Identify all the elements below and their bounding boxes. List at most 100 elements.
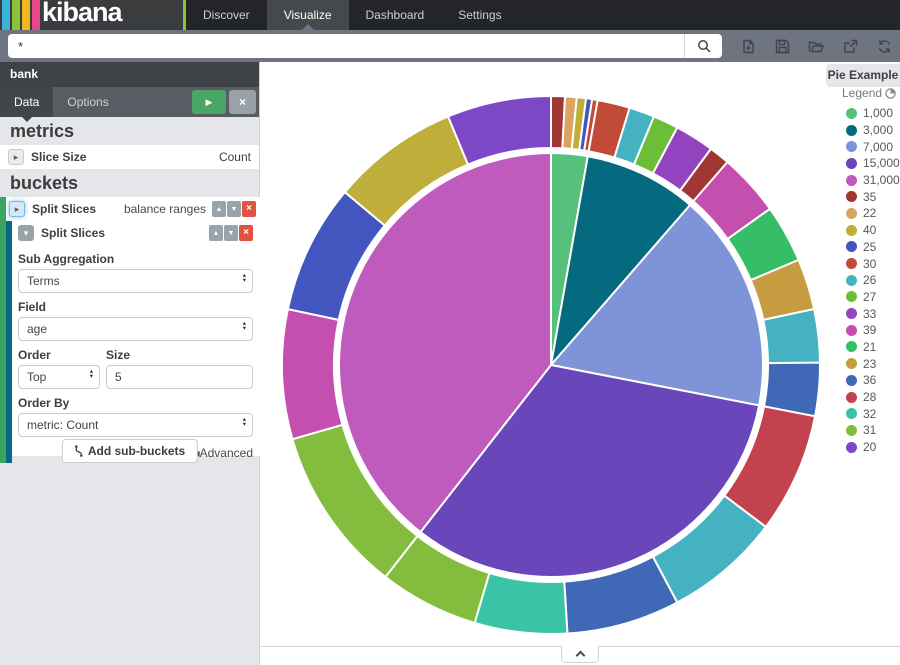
legend-item-25[interactable]: 25 bbox=[842, 239, 900, 256]
bucket-label: Split Slices bbox=[32, 202, 97, 216]
field-select[interactable]: age ▴ ▾ bbox=[18, 317, 253, 341]
collapse-bucket-button[interactable]: ▸ bbox=[9, 201, 25, 217]
bucket-row-split-slices: ▸ Split Slices balance ranges ▲ ▼ × bbox=[0, 197, 260, 221]
move-sub-bucket-up-button[interactable]: ▲ bbox=[209, 225, 223, 241]
pie-slice-balance-ranges-15000[interactable] bbox=[419, 363, 761, 578]
legend-swatch bbox=[846, 374, 857, 386]
move-bucket-up-button[interactable]: ▲ bbox=[212, 201, 226, 217]
order-label: Order bbox=[18, 348, 51, 362]
field-label: Field bbox=[18, 300, 47, 314]
tab-options[interactable]: Options bbox=[67, 95, 109, 109]
tab-data[interactable]: Data bbox=[0, 87, 54, 122]
move-bucket-down-button[interactable]: ▼ bbox=[227, 201, 241, 217]
discard-changes-button[interactable]: × bbox=[229, 90, 256, 114]
legend-item-31[interactable]: 31 bbox=[842, 422, 900, 439]
arrow-down-icon: ▼ bbox=[227, 229, 235, 237]
spy-panel-bar bbox=[261, 646, 900, 665]
nav-item-settings[interactable]: Settings bbox=[458, 8, 502, 22]
pie-slice-age-32[interactable] bbox=[473, 571, 569, 635]
legend-label: 23 bbox=[863, 356, 877, 371]
new-visualization-button[interactable] bbox=[735, 34, 761, 58]
logo-stripe-blue bbox=[2, 0, 10, 30]
save-icon bbox=[775, 39, 789, 53]
legend-item-15000[interactable]: 15,000 bbox=[842, 155, 900, 172]
legend-label: 3,000 bbox=[863, 123, 894, 138]
legend-swatch bbox=[846, 258, 857, 270]
apply-changes-button[interactable]: ▶ bbox=[192, 90, 226, 114]
collapse-sub-bucket-button[interactable]: ▾ bbox=[18, 225, 34, 241]
arrow-up-icon: ▲ bbox=[212, 229, 220, 237]
legend-label: 7,000 bbox=[863, 139, 894, 154]
metric-label: Slice Size bbox=[31, 150, 87, 164]
remove-sub-bucket-button[interactable]: × bbox=[239, 225, 253, 241]
query-input[interactable] bbox=[8, 34, 684, 58]
pie-slice-age-26[interactable] bbox=[762, 307, 821, 365]
brand-divider bbox=[183, 0, 186, 30]
nav-item-discover[interactable]: Discover bbox=[203, 8, 250, 22]
legend-item-1000[interactable]: 1,000 bbox=[842, 105, 900, 122]
legend-label: 32 bbox=[863, 406, 877, 421]
legend-item-23[interactable]: 23 bbox=[842, 355, 900, 372]
sub-aggregation-select[interactable]: Terms ▴ ▾ bbox=[18, 269, 253, 293]
select-arrows-icon: ▴ ▾ bbox=[89, 368, 93, 380]
pie-slice-age-20[interactable] bbox=[446, 94, 552, 166]
legend-item-26[interactable]: 26 bbox=[842, 272, 900, 289]
legend-item-21[interactable]: 21 bbox=[842, 339, 900, 356]
legend-label: 31 bbox=[863, 423, 877, 438]
legend-item-31000[interactable]: 31,000 bbox=[842, 172, 900, 189]
order-by-select[interactable]: metric: Count ▴ ▾ bbox=[18, 413, 253, 437]
refresh-button[interactable] bbox=[871, 34, 897, 58]
legend-label: 40 bbox=[863, 223, 877, 238]
expand-metric-button[interactable]: ▸ bbox=[8, 149, 24, 165]
remove-bucket-button[interactable]: × bbox=[242, 201, 256, 217]
legend-swatch bbox=[846, 308, 857, 320]
pie-slice-balance-ranges-31000[interactable] bbox=[338, 151, 552, 534]
search-box bbox=[8, 34, 722, 58]
legend-item-3000[interactable]: 3,000 bbox=[842, 122, 900, 139]
chevron-down-icon: ▾ bbox=[23, 228, 29, 238]
legend-item-20[interactable]: 20 bbox=[842, 439, 900, 456]
kibana-logo[interactable]: kibana bbox=[0, 0, 186, 30]
pie-slice-balance-ranges-7000[interactable] bbox=[549, 203, 764, 407]
legend-label: 25 bbox=[863, 239, 877, 254]
legend-item-40[interactable]: 40 bbox=[842, 222, 900, 239]
legend-item-32[interactable]: 32 bbox=[842, 405, 900, 422]
nav-item-visualize[interactable]: Visualize bbox=[266, 0, 349, 30]
metric-row-slice-size: ▸ Slice Size Count bbox=[0, 145, 259, 169]
pie-slice-age-39[interactable] bbox=[281, 307, 344, 441]
editor-tabs: Data Options ▶ × bbox=[0, 87, 259, 122]
legend-label: 31,000 bbox=[863, 173, 900, 188]
close-icon: × bbox=[238, 95, 246, 109]
size-input[interactable] bbox=[115, 370, 244, 384]
save-visualization-button[interactable] bbox=[769, 34, 795, 58]
sub-bucket-color-bar bbox=[6, 221, 12, 463]
add-sub-buckets-button[interactable]: Add sub-buckets bbox=[61, 439, 199, 463]
legend-item-22[interactable]: 22 bbox=[842, 205, 900, 222]
share-visualization-button[interactable] bbox=[837, 34, 863, 58]
legend-swatch bbox=[846, 408, 857, 420]
legend-label: 15,000 bbox=[863, 156, 900, 171]
search-button[interactable] bbox=[684, 34, 722, 58]
legend-item-35[interactable]: 35 bbox=[842, 188, 900, 205]
legend-item-39[interactable]: 39 bbox=[842, 322, 900, 339]
legend-label: 26 bbox=[863, 273, 877, 288]
order-value: Top bbox=[27, 370, 47, 384]
legend-item-33[interactable]: 33 bbox=[842, 305, 900, 322]
move-sub-bucket-down-button[interactable]: ▼ bbox=[224, 225, 238, 241]
legend-swatch bbox=[846, 358, 857, 370]
legend-item-30[interactable]: 30 bbox=[842, 255, 900, 272]
legend-item-7000[interactable]: 7,000 bbox=[842, 138, 900, 155]
nav-item-dashboard[interactable]: Dashboard bbox=[365, 8, 425, 22]
legend-item-27[interactable]: 27 bbox=[842, 289, 900, 306]
legend-item-28[interactable]: 28 bbox=[842, 389, 900, 406]
legend-label: 36 bbox=[863, 373, 877, 388]
order-select[interactable]: Top ▴ ▾ bbox=[18, 365, 100, 389]
legend-swatch bbox=[846, 291, 857, 303]
spy-panel-toggle-button[interactable] bbox=[561, 646, 599, 663]
legend-item-36[interactable]: 36 bbox=[842, 372, 900, 389]
select-arrows-icon: ▴ ▾ bbox=[242, 416, 246, 428]
field-value: age bbox=[27, 322, 48, 336]
open-visualization-button[interactable] bbox=[803, 34, 829, 58]
legend-toggle[interactable]: Legend bbox=[842, 86, 900, 100]
legend-swatch bbox=[846, 441, 857, 453]
